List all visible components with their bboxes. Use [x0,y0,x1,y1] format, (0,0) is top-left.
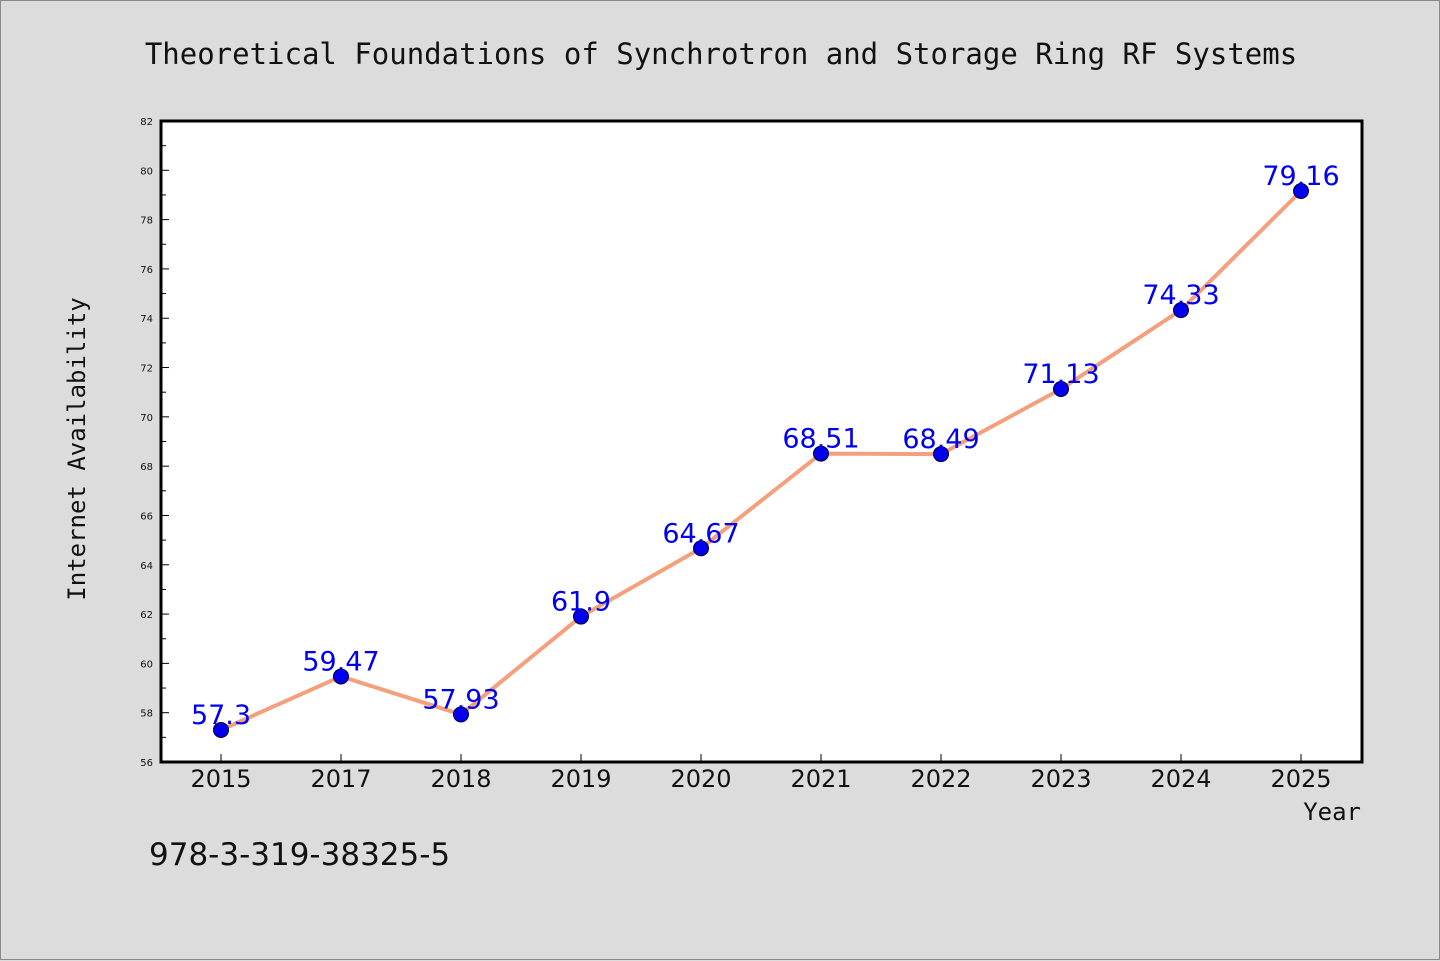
data-point [333,668,349,685]
chart-title: Theoretical Foundations of Synchrotron a… [145,37,1297,71]
y-tick-label: 76 [140,265,153,276]
data-label: 71.13 [1022,359,1099,390]
y-tick-label: 70 [140,413,153,424]
series [213,183,1309,738]
data-point [1293,183,1309,200]
data-label: 68.49 [902,424,979,455]
data-point [573,608,589,625]
data-point [453,706,469,723]
y-tick-label: 58 [140,709,153,720]
x-tick-label: 2021 [790,765,851,793]
y-tick-label: 66 [140,511,153,522]
y-tick-label: 74 [140,314,153,325]
y-tick-label: 56 [140,758,153,769]
data-point [933,446,949,463]
y-axis-title: Internet Availability [63,297,91,600]
data-label: 57.93 [422,684,499,715]
y-tick-label: 64 [140,561,153,572]
data-label: 64.67 [662,518,739,549]
x-axis: 2015 2017 2018 2019 2020 2021 2022 2023 2024 2025 [190,754,1332,793]
x-tick-label: 2015 [190,765,251,793]
data-point [693,540,709,557]
data-point [213,721,229,738]
plot-area [159,119,1364,764]
x-tick-label: 2019 [550,765,611,793]
y-tick-label: 62 [140,610,153,621]
x-tick-label: 2020 [670,765,731,793]
y-tick-label: 82 [140,117,153,128]
data-label: 74.33 [1142,280,1219,311]
x-tick-label: 2024 [1150,765,1211,793]
x-tick-label: 2018 [430,765,491,793]
data-point [1173,302,1189,319]
y-tick-label: 60 [140,659,153,670]
data-point [813,445,829,462]
data-label: 68.51 [782,424,859,455]
data-label: 57.3 [191,700,251,731]
y-tick-label: 72 [140,364,153,375]
data-labels: 57.3 59.47 57.93 61.9 64.67 68.51 68.49 71.13 74… [191,161,1340,731]
x-tick-label: 2023 [1030,765,1091,793]
data-label: 79.16 [1262,161,1339,192]
y-tick-label: 68 [140,462,153,473]
y-axis: 56 58 60 62 64 66 68 70 72 74 76 78 80 82 [140,117,169,769]
isbn-text: 978-3-319-38325-5 [149,837,450,873]
data-point [1053,380,1069,397]
x-axis-title: Year [1303,798,1361,826]
data-label: 61.9 [551,587,611,618]
y-tick-label: 78 [140,216,153,227]
series-line [220,189,1303,732]
x-tick-label: 2025 [1270,765,1331,793]
x-tick-label: 2022 [910,765,971,793]
data-label: 59.47 [302,646,379,677]
y-tick-label: 80 [140,166,153,177]
x-tick-label: 2017 [310,765,371,793]
